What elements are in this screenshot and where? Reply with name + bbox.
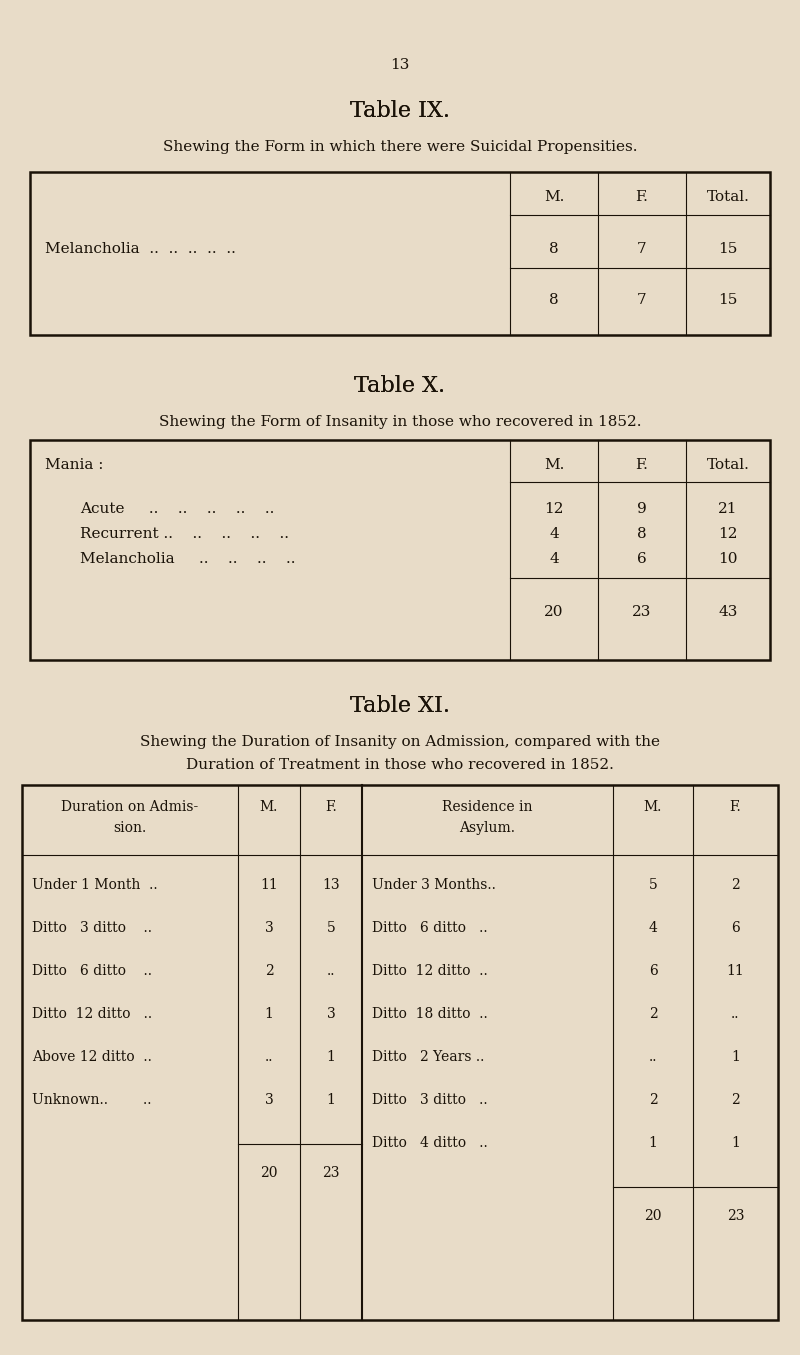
Text: 1: 1 <box>649 1135 658 1150</box>
Text: ..: .. <box>326 963 335 978</box>
Text: Under 1 Month  ..: Under 1 Month .. <box>32 878 158 892</box>
Text: 20: 20 <box>644 1209 662 1224</box>
Text: 9: 9 <box>637 501 647 516</box>
Text: 2: 2 <box>731 1093 740 1107</box>
Text: Ditto   6 ditto   ..: Ditto 6 ditto .. <box>372 921 488 935</box>
Text: Table X.: Table X. <box>354 375 446 397</box>
Text: 2: 2 <box>649 1007 658 1022</box>
Text: Acute     ..    ..    ..    ..    ..: Acute .. .. .. .. .. <box>80 501 274 516</box>
Text: 4: 4 <box>549 527 559 541</box>
Text: Duration of Treatment in those who recovered in 1852.: Duration of Treatment in those who recov… <box>186 757 614 772</box>
Text: 1: 1 <box>326 1093 335 1107</box>
Text: 20: 20 <box>260 1167 278 1180</box>
Text: 12: 12 <box>544 501 564 516</box>
Text: Ditto  12 ditto  ..: Ditto 12 ditto .. <box>372 963 488 978</box>
Text: 1: 1 <box>326 1050 335 1064</box>
Text: 2: 2 <box>649 1093 658 1107</box>
Text: Total.: Total. <box>706 190 750 205</box>
Text: Table XI.: Table XI. <box>350 695 450 717</box>
Text: 10: 10 <box>718 551 738 566</box>
Text: 6: 6 <box>637 551 647 566</box>
Text: 23: 23 <box>632 604 652 619</box>
Text: Ditto   4 ditto   ..: Ditto 4 ditto .. <box>372 1135 488 1150</box>
Text: 4: 4 <box>649 921 658 935</box>
Text: 20: 20 <box>544 604 564 619</box>
Text: 4: 4 <box>549 551 559 566</box>
Text: 2: 2 <box>731 878 740 892</box>
Text: 8: 8 <box>549 293 559 308</box>
Text: Ditto   2 Years ..: Ditto 2 Years .. <box>372 1050 484 1064</box>
Text: 23: 23 <box>726 1209 744 1224</box>
Text: 43: 43 <box>718 604 738 619</box>
Text: 2: 2 <box>265 963 274 978</box>
Text: ..: .. <box>265 1050 274 1064</box>
Text: Ditto  12 ditto   ..: Ditto 12 ditto .. <box>32 1007 152 1022</box>
Text: 7: 7 <box>637 243 647 256</box>
Text: 3: 3 <box>326 1007 335 1022</box>
Text: Ditto   6 ditto    ..: Ditto 6 ditto .. <box>32 963 152 978</box>
Text: F.: F. <box>635 190 649 205</box>
Text: F.: F. <box>325 799 337 814</box>
Text: 8: 8 <box>549 243 559 256</box>
Text: Table IX.: Table IX. <box>350 100 450 122</box>
Text: Table IX.: Table IX. <box>350 100 450 122</box>
Text: Under 3 Months..: Under 3 Months.. <box>372 878 496 892</box>
Text: 6: 6 <box>649 963 658 978</box>
Text: 7: 7 <box>637 293 647 308</box>
Bar <box>22 785 778 1320</box>
Text: 15: 15 <box>718 243 738 256</box>
Text: Duration on Admis-
sion.: Duration on Admis- sion. <box>62 799 198 835</box>
Text: Shewing the Form in which there were Suicidal Propensities.: Shewing the Form in which there were Sui… <box>162 140 638 154</box>
Text: Table X.: Table X. <box>354 375 446 397</box>
Text: Melancholia     ..    ..    ..    ..: Melancholia .. .. .. .. <box>80 551 295 566</box>
Text: Unknown..        ..: Unknown.. .. <box>32 1093 151 1107</box>
Text: M.: M. <box>544 458 564 472</box>
Text: F.: F. <box>635 458 649 472</box>
Text: 6: 6 <box>731 921 740 935</box>
Text: Shewing the Form of Insanity in those who recovered in 1852.: Shewing the Form of Insanity in those wh… <box>158 415 642 430</box>
Text: M.: M. <box>260 799 278 814</box>
Text: 13: 13 <box>322 878 340 892</box>
Text: Melancholia  ..  ..  ..  ..  ..: Melancholia .. .. .. .. .. <box>45 243 236 256</box>
Text: 3: 3 <box>265 1093 274 1107</box>
Bar <box>30 172 770 335</box>
Text: 8: 8 <box>637 527 647 541</box>
Text: Above 12 ditto  ..: Above 12 ditto .. <box>32 1050 152 1064</box>
Text: 5: 5 <box>326 921 335 935</box>
Text: 3: 3 <box>265 921 274 935</box>
Text: 11: 11 <box>726 963 744 978</box>
Text: F.: F. <box>730 799 742 814</box>
Text: 5: 5 <box>649 878 658 892</box>
Text: M.: M. <box>644 799 662 814</box>
Text: 12: 12 <box>718 527 738 541</box>
Text: 23: 23 <box>322 1167 340 1180</box>
Text: 1: 1 <box>731 1135 740 1150</box>
Text: 21: 21 <box>718 501 738 516</box>
Text: 11: 11 <box>260 878 278 892</box>
Text: M.: M. <box>544 190 564 205</box>
Text: 13: 13 <box>390 58 410 72</box>
Text: 15: 15 <box>718 293 738 308</box>
Text: Recurrent ..    ..    ..    ..    ..: Recurrent .. .. .. .. .. <box>80 527 289 541</box>
Text: Residence in
Asylum.: Residence in Asylum. <box>442 799 533 835</box>
Text: ..: .. <box>731 1007 740 1022</box>
Text: 1: 1 <box>731 1050 740 1064</box>
Text: Ditto   3 ditto    ..: Ditto 3 ditto .. <box>32 921 152 935</box>
Text: Table XI.: Table XI. <box>350 695 450 717</box>
Text: Ditto   3 ditto   ..: Ditto 3 ditto .. <box>372 1093 488 1107</box>
Text: 1: 1 <box>265 1007 274 1022</box>
Text: Shewing the Duration of Insanity on Admission, compared with the: Shewing the Duration of Insanity on Admi… <box>140 734 660 749</box>
Text: Total.: Total. <box>706 458 750 472</box>
Text: Mania :: Mania : <box>45 458 103 472</box>
Text: ..: .. <box>649 1050 658 1064</box>
Text: Ditto  18 ditto  ..: Ditto 18 ditto .. <box>372 1007 488 1022</box>
Bar <box>30 440 770 660</box>
